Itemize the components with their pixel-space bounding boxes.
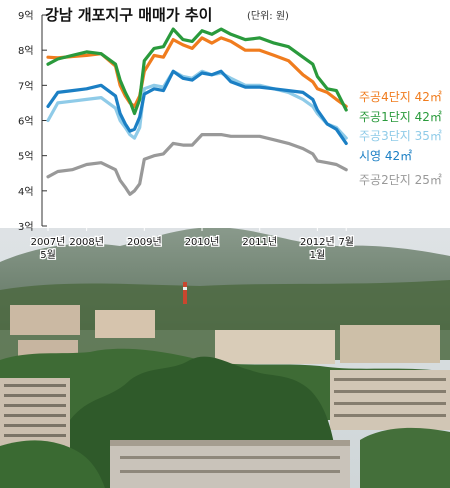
series-lines — [46, 27, 348, 196]
legend-label-1: 주공4단지 42㎡ — [359, 90, 442, 104]
y-tick-label: 3억 — [18, 221, 34, 233]
legend-label-4: 시영 42㎡ — [359, 149, 412, 163]
y-tick-label: 4억 — [18, 186, 34, 198]
chart-title: 강남 개포지구 매매가 추이 — [45, 6, 212, 24]
y-axis-ticks: 3억 4억 5억 6억 7억 8억 9억 — [18, 10, 47, 233]
x-tick-sublabel: 1월 — [310, 249, 326, 261]
y-tick-label: 9억 — [18, 10, 34, 22]
y-tick-label: 6억 — [18, 116, 34, 128]
y-tick-label: 5억 — [18, 151, 34, 163]
series-line-5 — [46, 133, 348, 196]
x-tick-label: 2009년 — [127, 236, 162, 248]
x-tick-label: 2008년 — [69, 236, 104, 248]
series-line-4 — [46, 69, 348, 145]
x-tick-label: 2010년 — [185, 236, 220, 248]
x-tick-label: 2012년 — [300, 236, 335, 248]
series-line-2 — [46, 27, 348, 116]
y-tick-label: 7억 — [18, 80, 34, 92]
x-tick-label: 2007년 — [31, 236, 66, 248]
x-tick-sublabel: 5월 — [40, 249, 56, 261]
y-tick-label: 8억 — [18, 45, 34, 57]
chart-subtitle: (단위: 원) — [247, 9, 289, 22]
legend: 주공4단지 42㎡ 주공1단지 42㎡ 주공3단지 35㎡ 시영 42㎡ 주공2단지 2… — [359, 90, 442, 187]
legend-label-2: 주공1단지 42㎡ — [359, 110, 442, 124]
apartment-complex-photo — [0, 215, 450, 488]
legend-label-5: 주공2단지 25㎡ — [359, 173, 442, 187]
x-tick-label: 2011년 — [242, 236, 277, 248]
x-tick-label: 7월 — [338, 236, 354, 248]
legend-label-3: 주공3단지 35㎡ — [359, 129, 442, 143]
